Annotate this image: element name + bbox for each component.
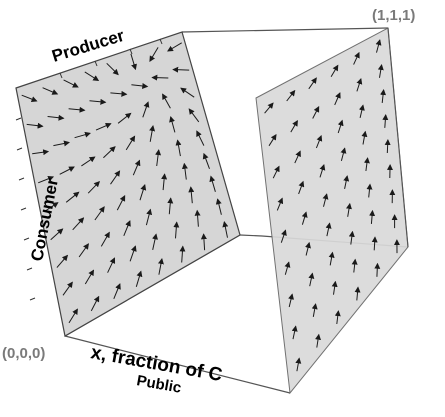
origin-label: (0,0,0) [2,345,45,362]
top-back-edge [182,28,388,32]
right-field-arrow [387,140,388,153]
left-field-arrow [152,78,168,79]
floor-back-edge [240,235,262,236]
left-field-arrow [173,70,189,71]
right-face-panel [256,28,408,393]
right-field-arrow [377,264,378,277]
corner-label: (1,1,1) [372,7,415,24]
